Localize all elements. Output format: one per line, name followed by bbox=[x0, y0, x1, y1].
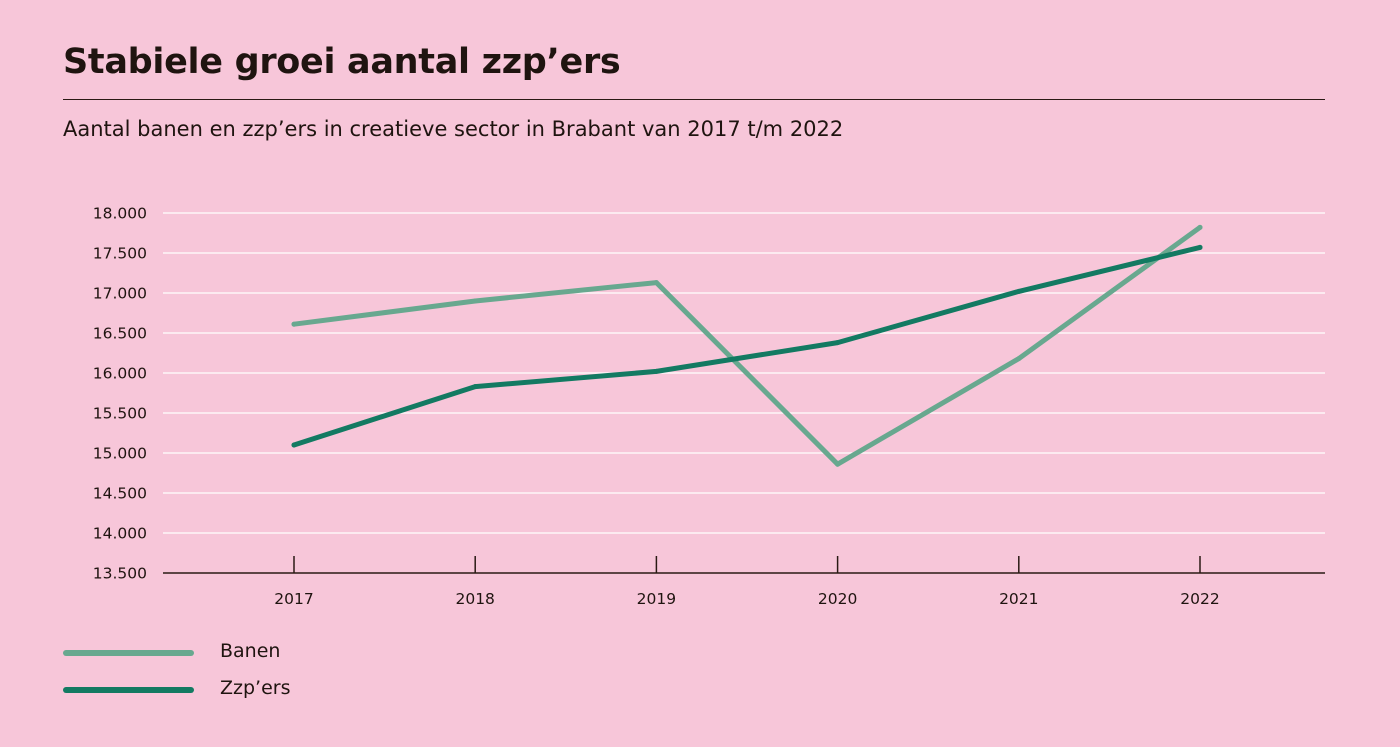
grid-layer bbox=[163, 212, 1325, 534]
y-tick-label: 13.500 bbox=[93, 565, 147, 583]
legend-swatch-zzpers bbox=[63, 687, 194, 693]
legend-label-banen: Banen bbox=[220, 640, 281, 662]
y-tick-label: 14.500 bbox=[93, 485, 147, 503]
data-point bbox=[291, 442, 297, 448]
legend-label-zzpers: Zzp’ers bbox=[220, 677, 291, 699]
legend-swatch-banen bbox=[63, 650, 194, 656]
data-point bbox=[1016, 356, 1022, 362]
y-tick-label: 17.000 bbox=[93, 285, 147, 303]
x-tick-label: 2021 bbox=[999, 590, 1038, 608]
chart-title: Stabiele groei aantal zzp’ers bbox=[63, 42, 621, 82]
data-point bbox=[835, 340, 841, 346]
y-tick-label: 18.000 bbox=[93, 205, 147, 223]
title-divider bbox=[63, 99, 1325, 100]
y-tick-label: 15.000 bbox=[93, 445, 147, 463]
data-point bbox=[472, 384, 478, 390]
data-point bbox=[835, 461, 841, 467]
data-point bbox=[472, 298, 478, 304]
chart-subtitle: Aantal banen en zzp’ers in creatieve sec… bbox=[63, 117, 844, 141]
y-tick-label: 14.000 bbox=[93, 525, 147, 543]
x-tick-label: 2022 bbox=[1180, 590, 1219, 608]
data-point bbox=[291, 321, 297, 327]
series-layer bbox=[291, 224, 1203, 467]
series-line-zzpers bbox=[291, 244, 1203, 448]
data-point bbox=[653, 368, 659, 374]
series-line-banen bbox=[291, 224, 1203, 467]
axis-layer: 13.500 14.000 14.500 15.000 15.500 16.000 16.5… bbox=[93, 205, 1325, 608]
y-tick-label: 17.500 bbox=[93, 245, 147, 263]
data-point bbox=[653, 280, 659, 286]
x-tick-label: 2019 bbox=[637, 590, 676, 608]
x-tick-label: 2020 bbox=[818, 590, 857, 608]
y-tick-label: 16.000 bbox=[93, 365, 147, 383]
x-tick-label: 2018 bbox=[455, 590, 494, 608]
data-point bbox=[1197, 224, 1203, 230]
x-tick-label: 2017 bbox=[274, 590, 313, 608]
y-tick-label: 15.500 bbox=[93, 405, 147, 423]
data-point bbox=[1197, 244, 1203, 250]
y-tick-label: 16.500 bbox=[93, 325, 147, 343]
data-point bbox=[1016, 288, 1022, 294]
